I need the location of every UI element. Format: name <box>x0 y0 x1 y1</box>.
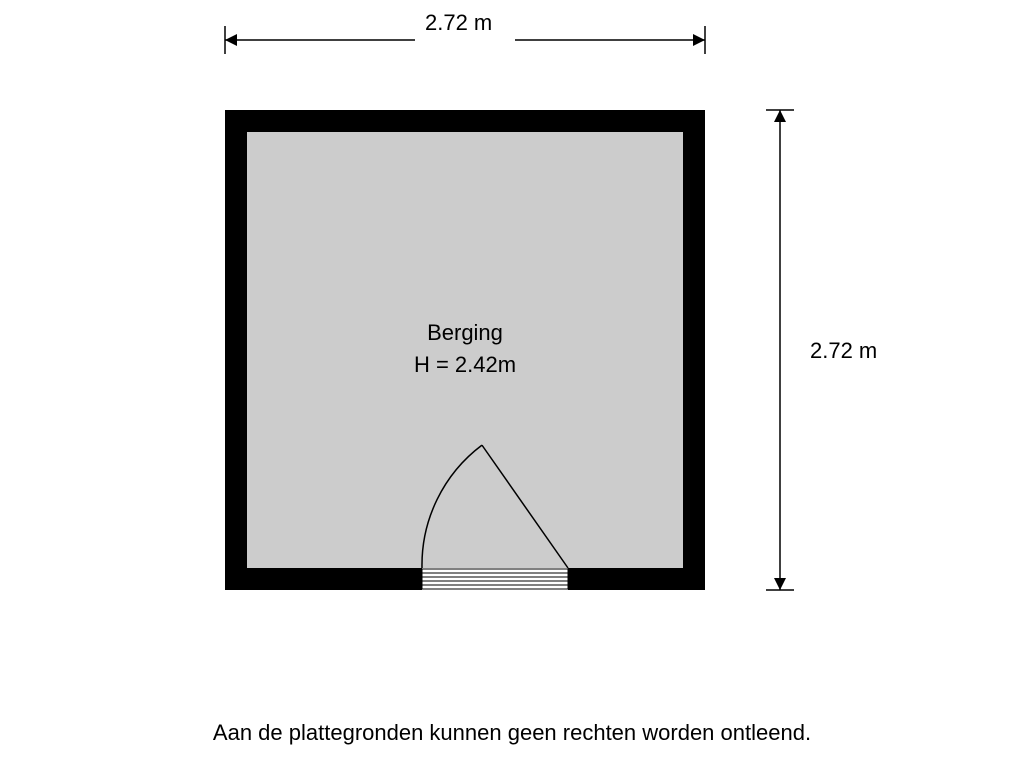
disclaimer-text: Aan de plattegronden kunnen geen rechten… <box>0 720 1024 746</box>
floorplan-svg <box>0 0 1024 768</box>
room-name-label: Berging <box>365 320 565 346</box>
dimension-top-label: 2.72 m <box>425 10 492 36</box>
dimension-right-label: 2.72 m <box>810 338 877 364</box>
room-height-label: H = 2.42m <box>365 352 565 378</box>
